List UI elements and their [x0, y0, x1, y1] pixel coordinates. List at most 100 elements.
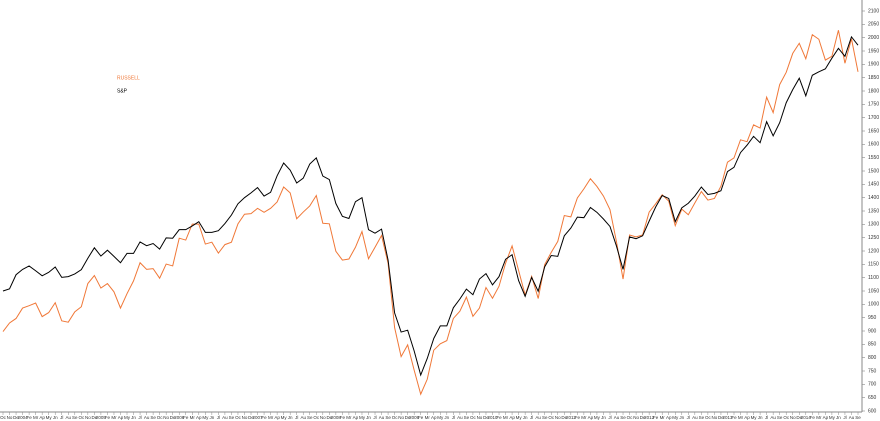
y-tick-label: 600	[868, 408, 877, 414]
x-tick-label: Au	[692, 415, 698, 420]
x-tick-label: Oc	[705, 415, 712, 420]
y-tick-label: 1550	[868, 155, 879, 161]
x-tick-label: Mr	[738, 415, 744, 420]
x-tick-label: Jl	[373, 415, 376, 420]
y-tick-label: 1800	[868, 88, 879, 94]
x-tick-label: Mr	[503, 415, 509, 420]
x-tick-label: Oc	[157, 415, 164, 420]
x-tick-label: Oc	[313, 415, 320, 420]
x-tick-label: No	[85, 415, 91, 420]
y-tick-label: 1500	[868, 168, 879, 174]
x-tick-label: No	[712, 415, 718, 420]
x-tick-label: Se	[464, 415, 470, 420]
y-tick-label: 1750	[868, 102, 879, 108]
x-tick-label: Jl	[452, 415, 455, 420]
x-tick-label: Se	[150, 415, 156, 420]
x-tick-label: De	[170, 415, 176, 420]
x-tick-label: Fe	[183, 415, 189, 420]
x-tick-label: Se	[855, 415, 861, 420]
x-tick-label: 2006	[174, 415, 185, 420]
y-tick-label: 800	[868, 355, 877, 361]
y-tick-label: 2000	[868, 35, 879, 41]
x-tick-label: Oc	[78, 415, 85, 420]
x-tick-label: Jn	[679, 415, 684, 420]
x-tick-label: My	[672, 415, 679, 420]
x-tick-label: Jn	[444, 415, 449, 420]
x-tick-label: My	[829, 415, 836, 420]
x-tick-label: De	[718, 415, 724, 420]
x-tick-label: Au	[379, 415, 385, 420]
x-tick-label: Jn	[131, 415, 136, 420]
x-tick-label: Ap	[509, 415, 515, 420]
x-tick-label: De	[796, 415, 802, 420]
x-tick-label: No	[477, 415, 483, 420]
x-tick-label: Au	[144, 415, 150, 420]
y-tick-label: 1150	[868, 262, 879, 268]
x-tick-label: Mr	[33, 415, 39, 420]
x-tick-label: Fe	[418, 415, 424, 420]
x-tick-label: Jl	[217, 415, 220, 420]
x-tick-label: My	[751, 415, 758, 420]
x-tick-label: No	[242, 415, 248, 420]
x-tick-label: No	[163, 415, 169, 420]
x-tick-label: Jl	[843, 415, 846, 420]
x-tick-label: Jl	[608, 415, 611, 420]
x-tick-label: Ap	[666, 415, 672, 420]
x-tick-label: Au	[66, 415, 72, 420]
x-tick-label: De	[248, 415, 254, 420]
x-tick-label: Ap	[39, 415, 45, 420]
x-tick-label: Jl	[60, 415, 63, 420]
y-tick-label: 1950	[868, 48, 879, 54]
x-tick-label: Au	[535, 415, 541, 420]
y-tick-label: 2050	[868, 22, 879, 28]
x-tick-label: Fe	[26, 415, 32, 420]
x-tick-label: Mr	[190, 415, 196, 420]
x-tick-label: Mr	[346, 415, 352, 420]
x-tick-label: No	[790, 415, 796, 420]
x-tick-label: De	[405, 415, 411, 420]
x-tick-label: Jl	[295, 415, 298, 420]
x-tick-label: Au	[222, 415, 228, 420]
x-tick-label: My	[359, 415, 366, 420]
y-tick-label: 900	[868, 328, 877, 334]
x-tick-label: Mr	[581, 415, 587, 420]
x-tick-label: No	[398, 415, 404, 420]
x-tick-label: Se	[542, 415, 548, 420]
x-tick-label: Au	[770, 415, 776, 420]
y-tick-label: 650	[868, 395, 877, 401]
x-tick-label: 2010	[487, 415, 498, 420]
y-tick-label: 2100	[868, 8, 879, 14]
x-tick-label: Mr	[425, 415, 431, 420]
y-tick-label: 1300	[868, 222, 879, 228]
x-tick-label: My	[46, 415, 53, 420]
x-tick-label: My	[124, 415, 131, 420]
x-tick-label: Mr	[268, 415, 274, 420]
x-tick-label: My	[202, 415, 209, 420]
x-tick-label: No	[7, 415, 13, 420]
x-tick-label: Se	[385, 415, 391, 420]
x-tick-label: Ap	[196, 415, 202, 420]
legend-label: RUSSELL	[117, 75, 140, 81]
x-tick-label: Au	[849, 415, 855, 420]
x-tick-label: Oc	[470, 415, 477, 420]
x-tick-label: Se	[229, 415, 235, 420]
x-tick-label: Oc	[548, 415, 555, 420]
x-tick-label: 2004	[18, 415, 29, 420]
x-tick-label: De	[326, 415, 332, 420]
x-tick-label: 2011	[566, 415, 576, 420]
x-tick-label: Oc	[0, 415, 7, 420]
x-tick-label: De	[91, 415, 97, 420]
x-tick-label: Se	[72, 415, 78, 420]
x-tick-label: 2009	[409, 415, 420, 420]
y-tick-label: 850	[868, 342, 877, 348]
y-tick-label: 1650	[868, 128, 879, 134]
x-tick-label: No	[555, 415, 561, 420]
x-tick-label: 2012	[644, 415, 655, 420]
x-tick-label: Fe	[340, 415, 346, 420]
y-tick-label: 1000	[868, 302, 879, 308]
x-tick-label: My	[281, 415, 288, 420]
x-tick-label: No	[633, 415, 639, 420]
x-tick-label: Jn	[836, 415, 841, 420]
